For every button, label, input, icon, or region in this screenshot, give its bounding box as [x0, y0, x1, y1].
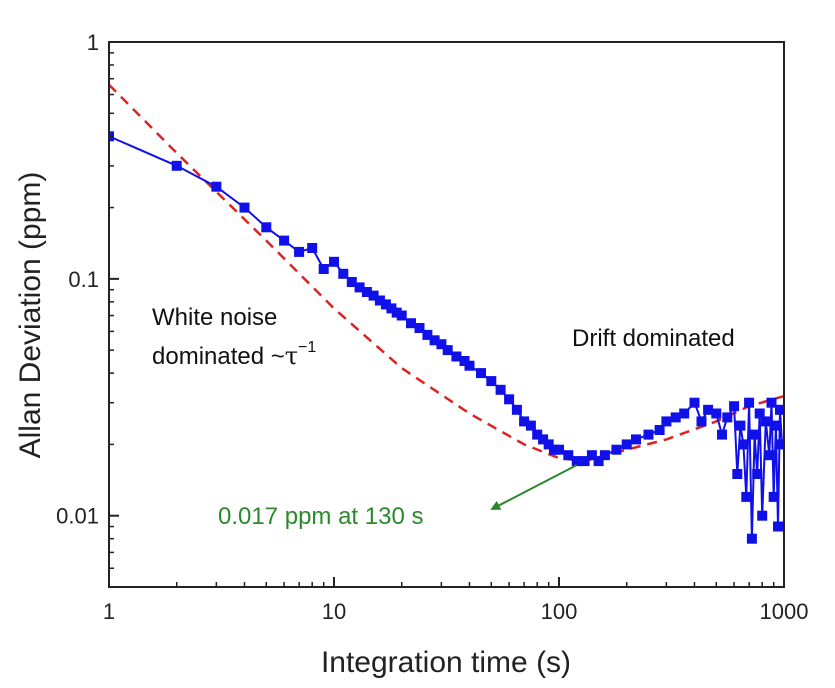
data-point [746, 533, 757, 544]
data-point [464, 360, 475, 371]
data-point [777, 439, 784, 450]
data-point [752, 469, 763, 479]
data-point [764, 450, 775, 461]
data-point [654, 425, 665, 435]
annotation-arrow [490, 464, 578, 510]
data-point [744, 397, 755, 408]
data-point [361, 287, 372, 297]
data-point [599, 450, 610, 461]
data-point [593, 456, 604, 467]
annotation-dominated-tau: dominated ~τ−1 [152, 339, 316, 370]
data-point [396, 310, 407, 321]
tau-exponent: −1 [298, 339, 316, 356]
data-point [279, 235, 290, 246]
data-point [429, 335, 440, 346]
y-axis-title: Allan Deviation (ppm) [14, 172, 47, 459]
data-point [476, 368, 486, 379]
annotation-white-noise: White noise [152, 304, 277, 331]
plot-frame [108, 41, 785, 588]
data-point [775, 404, 784, 415]
data-point [406, 318, 416, 329]
data-point [318, 264, 329, 274]
data-point [711, 408, 722, 419]
data-point [766, 397, 777, 408]
data-point [670, 412, 681, 423]
data-point [643, 429, 654, 440]
data-point [735, 420, 746, 431]
data-point [442, 345, 453, 356]
data-point [754, 408, 765, 419]
data-point [696, 416, 707, 427]
data-point [563, 450, 574, 461]
data-point [171, 160, 182, 171]
data-point [386, 303, 397, 314]
data-point [749, 429, 760, 440]
y-tick-label: 0.01 [56, 504, 99, 529]
data-point [586, 450, 597, 461]
axis-ticks: 1 10 100 1000 0.01 0.1 1 [56, 30, 808, 624]
data-point [703, 404, 714, 415]
tau-symbol: τ [285, 342, 298, 370]
data-point [717, 429, 727, 440]
data-point [538, 434, 549, 445]
data-point [773, 521, 783, 532]
data-point [738, 439, 749, 450]
data-point [579, 456, 590, 467]
data-point [307, 243, 318, 253]
annotation-min-deviation: 0.017 ppm at 130 s [218, 503, 423, 530]
data-point [760, 416, 771, 427]
data-point [621, 439, 632, 450]
x-tick-label: 100 [541, 599, 578, 624]
data-point [374, 295, 385, 306]
data-point [741, 491, 752, 502]
y-tick-label: 1 [87, 30, 99, 55]
data-point [722, 412, 733, 423]
data-point [768, 491, 779, 502]
fit-line [109, 83, 784, 463]
data-point [486, 376, 497, 387]
data-point [338, 268, 349, 279]
data-point [757, 510, 768, 521]
data-point [346, 277, 357, 287]
data-point [495, 384, 506, 395]
x-tick-label: 1000 [760, 599, 809, 624]
data-point [729, 401, 740, 412]
data-point [211, 181, 222, 192]
data-point [543, 439, 554, 450]
data-series [109, 131, 784, 544]
data-point [261, 222, 272, 233]
x-tick-label: 10 [322, 599, 346, 624]
data-point [554, 444, 564, 455]
data-point [436, 339, 447, 350]
data-point [451, 351, 462, 362]
data-point [504, 394, 515, 405]
annotation-drift-dominated: Drift dominated [572, 325, 735, 352]
data-point [354, 282, 365, 293]
x-axis-title: Integration time (s) [321, 646, 571, 679]
annotation-dominated-prefix: dominated ~ [152, 343, 285, 370]
data-point [422, 329, 433, 340]
data-point [329, 256, 339, 267]
data-point [631, 434, 641, 445]
data-point [679, 408, 690, 419]
data-point [414, 323, 425, 333]
data-point [525, 420, 536, 431]
data-point [571, 456, 582, 467]
data-point [689, 397, 700, 408]
data-point [661, 416, 672, 427]
fit-series [109, 83, 784, 463]
data-point [532, 429, 543, 440]
y-tick-label: 0.1 [68, 267, 99, 292]
data-point [294, 246, 305, 257]
data-point [239, 202, 250, 213]
data-point [770, 420, 781, 431]
data-point [368, 290, 379, 301]
data-point [611, 444, 622, 455]
data-point [519, 416, 530, 427]
data-point [732, 469, 743, 479]
data-point [511, 404, 522, 415]
x-tick-label: 1 [103, 599, 115, 624]
data-point [380, 299, 391, 310]
